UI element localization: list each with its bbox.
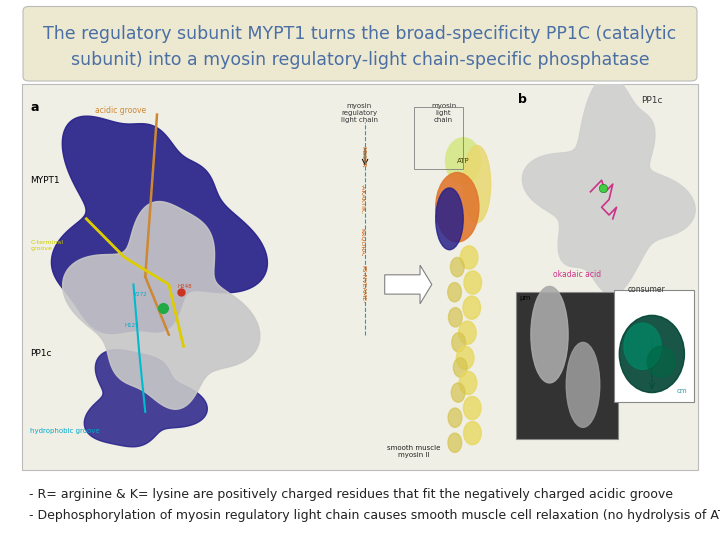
Text: MSSKR: MSSKR xyxy=(360,146,365,168)
Ellipse shape xyxy=(566,342,600,427)
Text: - Dephosphorylation of myosin regulatory light chain causes smooth muscle cell r: - Dephosphorylation of myosin regulatory… xyxy=(29,509,720,522)
Text: KRQORA,: KRQORA, xyxy=(360,228,365,256)
Ellipse shape xyxy=(456,346,474,369)
Polygon shape xyxy=(51,116,267,334)
Polygon shape xyxy=(63,201,260,409)
Ellipse shape xyxy=(463,296,480,319)
Ellipse shape xyxy=(451,258,464,276)
Ellipse shape xyxy=(454,358,467,377)
Text: MYPT1: MYPT1 xyxy=(30,176,60,185)
Ellipse shape xyxy=(448,408,462,427)
Bar xyxy=(516,292,618,439)
Ellipse shape xyxy=(459,372,477,395)
Ellipse shape xyxy=(647,346,675,377)
Text: hydrophobic groove: hydrophobic groove xyxy=(30,428,100,434)
Text: cm: cm xyxy=(677,388,687,394)
Ellipse shape xyxy=(624,323,661,369)
Text: -AKAKTIK,: -AKAKTIK, xyxy=(360,185,365,214)
Ellipse shape xyxy=(463,145,491,222)
Ellipse shape xyxy=(464,422,481,445)
FancyArrow shape xyxy=(384,265,432,304)
Ellipse shape xyxy=(464,396,481,420)
Ellipse shape xyxy=(459,321,476,345)
Text: myosin
light
chain: myosin light chain xyxy=(431,103,456,123)
Text: okadaic acid: okadaic acid xyxy=(554,270,601,279)
Polygon shape xyxy=(84,350,207,447)
Text: PS-NVEAME-: PS-NVEAME- xyxy=(360,265,365,303)
Ellipse shape xyxy=(446,138,481,184)
Text: C-terminal
groove: C-terminal groove xyxy=(30,240,63,251)
Text: b: b xyxy=(518,93,527,106)
Text: ATP: ATP xyxy=(457,158,469,164)
Text: a: a xyxy=(30,101,39,114)
Ellipse shape xyxy=(464,271,482,294)
FancyBboxPatch shape xyxy=(23,6,697,81)
Text: acidic groove: acidic groove xyxy=(95,106,146,115)
Text: smooth muscle
myosin II: smooth muscle myosin II xyxy=(387,445,441,458)
Text: PP1c: PP1c xyxy=(641,96,662,105)
Ellipse shape xyxy=(531,286,568,383)
Ellipse shape xyxy=(448,433,462,453)
Ellipse shape xyxy=(449,308,462,327)
Ellipse shape xyxy=(460,246,478,269)
Text: myosin
regulatory
light chain: myosin regulatory light chain xyxy=(341,103,378,123)
Bar xyxy=(414,107,463,168)
Text: - R= arginine & K= lysine are positively charged residues that fit the negativel: - R= arginine & K= lysine are positively… xyxy=(29,488,672,501)
Ellipse shape xyxy=(436,172,479,242)
Text: consumer: consumer xyxy=(627,285,665,294)
Polygon shape xyxy=(522,76,696,295)
Text: subunit) into a myosin regulatory-light chain-specific phosphatase: subunit) into a myosin regulatory-light … xyxy=(71,51,649,69)
Ellipse shape xyxy=(619,315,685,393)
Ellipse shape xyxy=(451,333,466,352)
Text: H125: H125 xyxy=(125,323,139,328)
Text: The regulatory subunit MYPT1 turns the broad-specificity PP1C (catalytic: The regulatory subunit MYPT1 turns the b… xyxy=(43,25,677,43)
FancyBboxPatch shape xyxy=(22,84,698,470)
Ellipse shape xyxy=(448,282,462,302)
FancyBboxPatch shape xyxy=(613,291,694,402)
Ellipse shape xyxy=(451,383,465,402)
Text: μm: μm xyxy=(520,295,531,301)
Text: PP1c: PP1c xyxy=(30,349,52,359)
Text: H248: H248 xyxy=(178,285,192,289)
Text: Y272: Y272 xyxy=(133,292,147,297)
Ellipse shape xyxy=(436,188,463,249)
